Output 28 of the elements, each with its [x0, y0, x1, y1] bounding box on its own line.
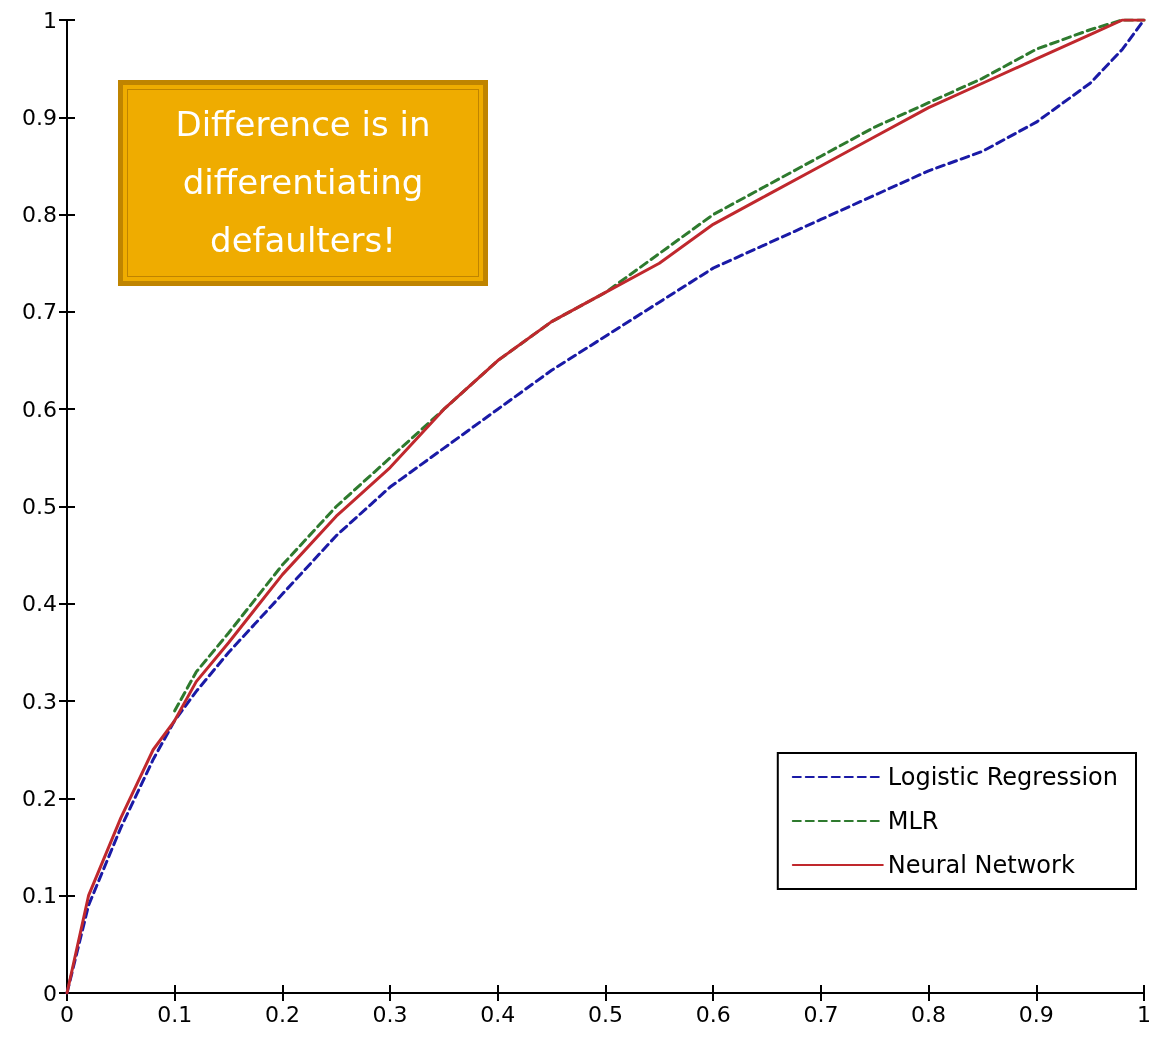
y-tick-label: 0.7 [22, 299, 57, 325]
x-tick-label: 0.5 [588, 1001, 623, 1027]
x-tick-label: 0.2 [264, 1001, 300, 1027]
legend-label: Logistic Regression [887, 763, 1118, 791]
legend-label: MLR [887, 807, 939, 835]
x-tick-label: 0.3 [372, 1001, 408, 1027]
x-tick-label: 0.7 [803, 1001, 839, 1027]
y-tick-label: 0.3 [22, 688, 57, 714]
x-tick-label: 0.4 [480, 1001, 516, 1027]
x-tick-label: 0.8 [911, 1001, 947, 1027]
callout-box: Difference is in differentiating defaulters! [118, 80, 488, 286]
x-tick-label: 0.6 [695, 1001, 731, 1027]
y-tick-label: 0.5 [22, 494, 57, 519]
x-tick-label: 1 [1137, 1001, 1151, 1027]
x-tick-label: 0 [60, 1001, 74, 1027]
y-tick-label: 0.1 [22, 883, 57, 909]
y-tick-label: 0.2 [22, 785, 57, 811]
line-series [65, 18, 1146, 995]
annotation: Difference is in differentiating defaulters! [174, 103, 432, 262]
legend-label: Neural Network [887, 851, 1075, 879]
y-tick-label: 0.8 [22, 202, 57, 228]
y-tick-label: 0.6 [22, 396, 57, 422]
x-tick-label: 0.9 [1018, 1001, 1054, 1027]
y-tick-label: 0.4 [22, 591, 57, 617]
y-tick-label: 1 [43, 7, 57, 33]
y-tick-label: 0.9 [22, 104, 57, 130]
x-tick-label: 0.1 [157, 1001, 193, 1027]
y-tick-label: 0 [43, 980, 57, 1006]
